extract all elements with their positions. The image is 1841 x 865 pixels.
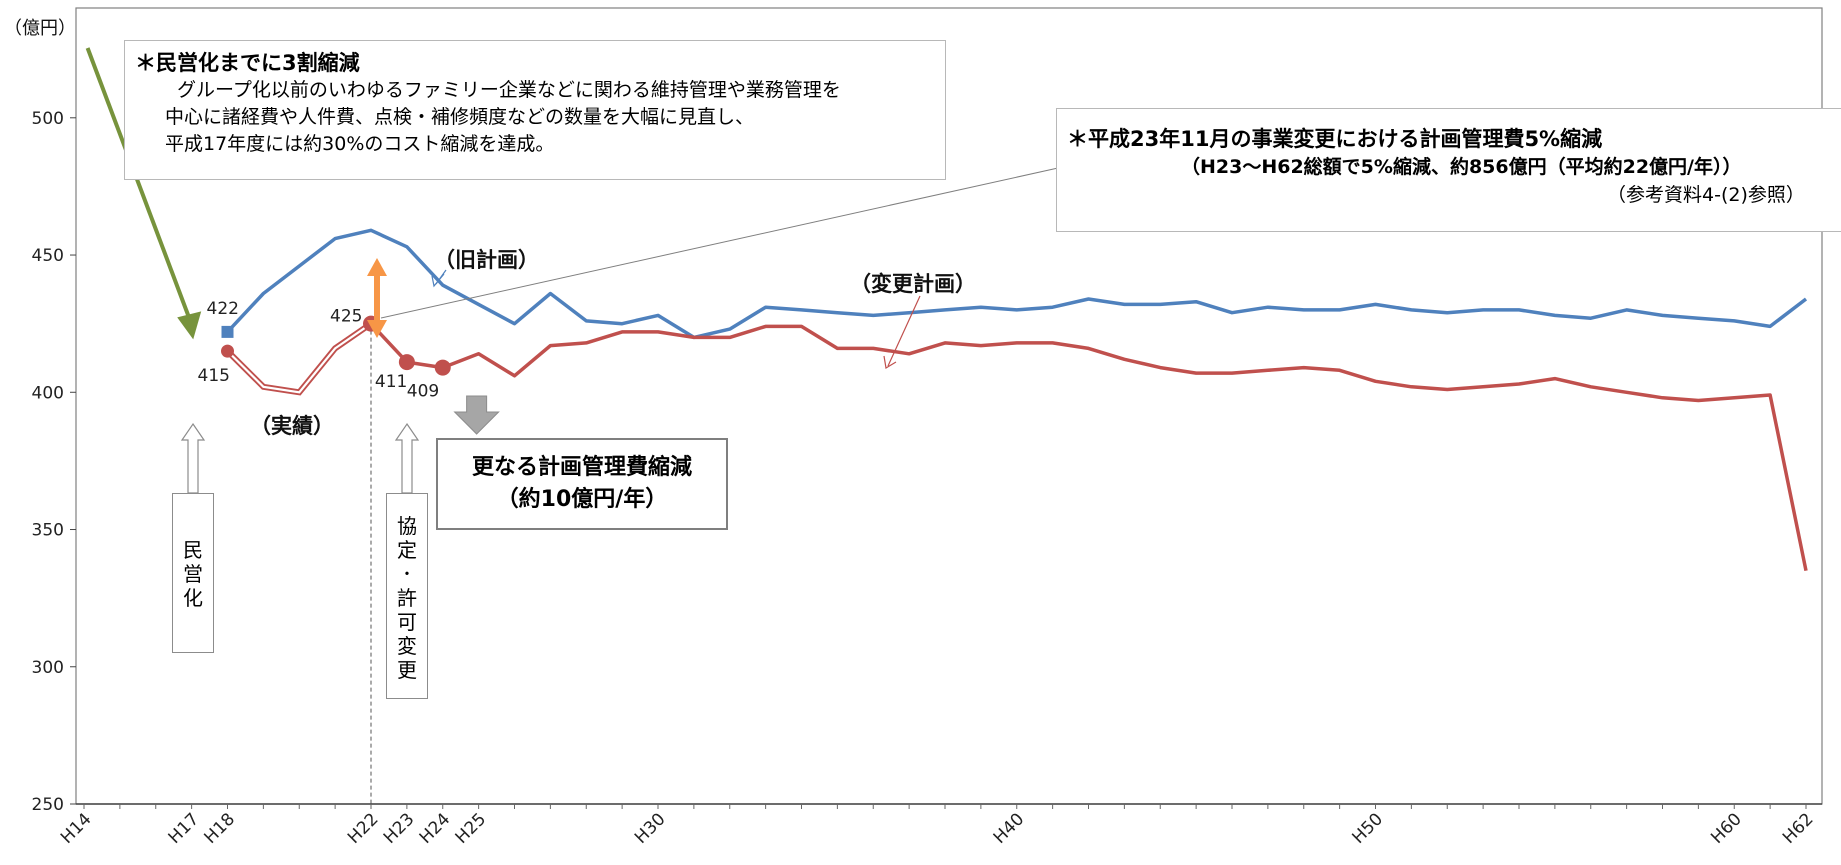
new-plan-pointer: [887, 295, 921, 367]
annotation-reference: （参考資料4-(2)参照）: [1607, 184, 1805, 206]
new-plan-label: （変更計画）: [850, 272, 976, 296]
gray-down-arrow: [453, 395, 500, 435]
series-actual-line-outer: [225, 321, 373, 396]
y-axis-unit-label: （億円）: [4, 18, 76, 39]
annotation-line: 中心に諸経費や人件費、点検・補修頻度などの数量を大幅に見直し、: [165, 106, 755, 128]
agreement-up-arrow: [394, 422, 420, 494]
data-label: 411: [375, 372, 407, 392]
series-old-plan-line: [226, 228, 1808, 340]
data-label: 425: [330, 307, 362, 327]
vertical-char: 定: [397, 538, 417, 562]
y-tick-label: 400: [32, 383, 64, 403]
x-tick-label: H60: [1707, 809, 1745, 847]
old-plan-start-marker: [221, 325, 234, 338]
x-tick-label: H50: [1349, 809, 1387, 847]
vertical-char: 民: [183, 538, 203, 562]
vertical-char: 営: [183, 562, 203, 586]
series-layer: [225, 228, 1808, 572]
x-tick-label: H62: [1779, 809, 1817, 847]
annotation-title: ＊平成23年11月の事業変更における計画管理費5%縮減: [1067, 127, 1603, 151]
series-actual-line-inner: [226, 322, 372, 394]
vertical-char: 変: [397, 634, 417, 658]
privatization-up-arrow: [180, 422, 206, 494]
green-arrow-shaft: [85, 47, 194, 325]
actual-label: （実績）: [250, 414, 334, 438]
x-tick-label: H14: [57, 809, 95, 847]
vertical-label-privatization: 民営化: [172, 493, 214, 653]
vertical-char: ･: [402, 562, 412, 586]
y-tick-label: 250: [32, 795, 64, 815]
orange-arrow-head-up: [367, 258, 387, 276]
x-tick-label: H40: [990, 809, 1028, 847]
x-tick-label: H23: [380, 809, 418, 847]
annotation-line: （約10億円/年）: [496, 487, 668, 512]
x-tick-label: H25: [452, 809, 490, 847]
annotation-line: 更なる計画管理費縮減: [471, 455, 692, 480]
y-tick-label: 450: [32, 246, 64, 266]
vertical-char: 化: [183, 586, 203, 610]
x-tick-label: H18: [201, 809, 239, 847]
data-label: 422: [207, 299, 239, 319]
annotation-line: グループ化以前のいわゆるファミリー企業などに関わる維持管理や業務管理を: [177, 79, 841, 101]
annotation-box-plan-change: ＊平成23年11月の事業変更における計画管理費5%縮減 （H23～H62総額で5…: [1056, 108, 1841, 232]
x-tick-label: H22: [344, 809, 382, 847]
old-plan-label: （旧計画）: [434, 248, 539, 272]
annotation-box-privatization: ＊民営化までに3割縮減 グループ化以前のいわゆるファミリー企業などに関わる維持管…: [124, 40, 946, 180]
orange-arrow-head-down: [367, 320, 387, 338]
x-tick-label: H30: [631, 809, 669, 847]
vertical-char: 可: [397, 610, 417, 634]
vertical-char: 許: [397, 586, 417, 610]
vertical-char: 協: [397, 514, 417, 538]
annotation-line: 平成17年度には約30%のコスト縮減を達成。: [165, 133, 555, 155]
box2-connector-line: [380, 167, 1059, 319]
y-tick-label: 500: [32, 109, 64, 129]
x-tick-label: H17: [165, 809, 203, 847]
y-tick-label: 300: [32, 658, 64, 678]
data-label: 409: [407, 382, 439, 402]
old-plan-pointer-head: [431, 273, 445, 288]
x-tick-label: H24: [416, 809, 454, 847]
y-tick-label: 350: [32, 521, 64, 541]
data-label: 415: [198, 366, 230, 386]
annotation-line: （H23～H62総額で5%縮減、約856億円（平均約22億円/年））: [1181, 156, 1742, 178]
point-marker: [398, 354, 415, 371]
vertical-char: 更: [397, 658, 417, 682]
annotation-title: ＊民営化までに3割縮減: [135, 51, 360, 75]
vertical-label-agreement-change: 協定･許可変更: [386, 493, 428, 699]
new-plan-pointer-head: [883, 355, 897, 369]
point-marker: [434, 359, 451, 376]
annotation-box-further-reduction: 更なる計画管理費縮減 （約10億円/年）: [436, 438, 728, 530]
actual-start-marker: [221, 344, 234, 358]
series-new-plan-line: [369, 322, 1808, 572]
green-arrow-head: [177, 311, 202, 340]
